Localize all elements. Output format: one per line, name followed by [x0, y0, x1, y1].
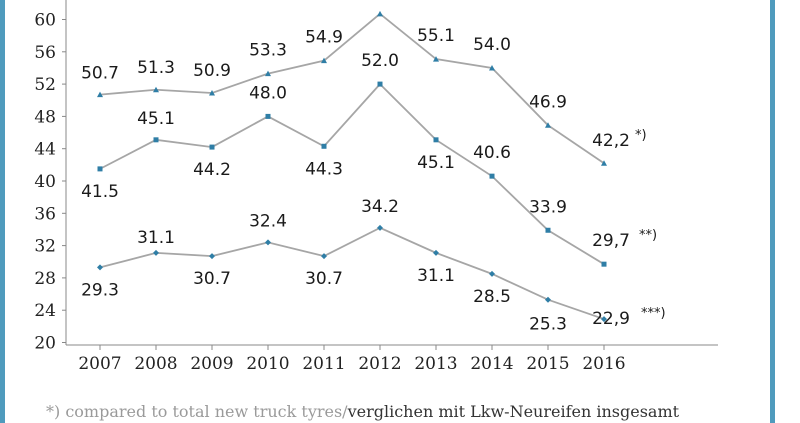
y-tick-label: 44	[34, 140, 56, 160]
data-point	[209, 253, 215, 260]
footnote-mark: **)	[639, 228, 657, 243]
data-label: 48.0	[249, 83, 287, 103]
data-point	[377, 81, 383, 87]
data-label: 40.6	[473, 143, 511, 163]
footnote-german: verglichen mit Lkw-Neureifen insgesamt	[347, 402, 680, 421]
x-tick-label: 2008	[134, 354, 177, 374]
x-tick-label: 2014	[470, 354, 513, 374]
data-label: 31.1	[137, 228, 175, 248]
data-point	[153, 137, 159, 143]
series-line	[99, 226, 605, 320]
data-label: 60.7	[361, 0, 399, 2]
data-label: 31.1	[417, 266, 455, 286]
data-point	[489, 270, 495, 277]
data-label: 42,2	[592, 131, 630, 151]
data-label: 44.3	[305, 159, 343, 179]
data-label: 41.5	[81, 182, 119, 202]
data-point	[321, 143, 327, 149]
data-point	[97, 264, 103, 271]
series-line	[99, 82, 605, 265]
data-label: 25.3	[529, 315, 567, 335]
data-point	[321, 57, 327, 64]
data-label: 29,7	[592, 231, 630, 251]
data-labels: 50.7 51.3 50.9 53.3 54.9 60.7 55.1 54.0 46.9 42,2…	[81, 0, 666, 335]
footnote-mark: ***)	[641, 306, 666, 321]
frame-left-border	[0, 0, 5, 423]
y-tick-label: 40	[34, 172, 56, 192]
data-point	[489, 64, 495, 71]
data-label: 52.0	[361, 51, 399, 71]
x-tick-label: 2012	[358, 354, 401, 374]
data-point	[545, 227, 551, 233]
series-line	[99, 12, 605, 164]
data-point	[489, 173, 495, 179]
frame-right-border	[770, 0, 775, 423]
data-label: 30.7	[193, 269, 231, 289]
data-point	[209, 144, 215, 150]
x-tick-label: 2009	[190, 354, 233, 374]
data-point	[209, 89, 215, 96]
footnote-english: *) compared to total new truck tyres/	[46, 402, 348, 421]
data-label: 45.1	[417, 153, 455, 173]
x-tick-label: 2007	[78, 354, 121, 374]
x-tick-label: 2016	[582, 354, 625, 374]
data-label: 33.9	[529, 197, 567, 217]
data-label: 50.9	[193, 61, 231, 81]
data-point	[97, 91, 103, 98]
data-label: 44.2	[193, 160, 231, 180]
data-point	[265, 70, 271, 77]
data-point	[601, 160, 607, 166]
data-label: 34.2	[361, 197, 399, 217]
x-tick-label: 2015	[526, 354, 569, 374]
x-tick-label: 2013	[414, 354, 457, 374]
footnote-mark: *)	[635, 128, 647, 143]
data-label: 55.1	[417, 26, 455, 46]
data-label: 54.0	[473, 35, 511, 55]
y-tick-label: 32	[34, 237, 56, 257]
chart-axes: 20 24 28 32 36 40 44 48 52 56 60 2007 2008 2009 2010 20…	[34, 0, 718, 374]
data-point	[601, 316, 607, 323]
data-point	[545, 122, 551, 128]
data-label: 46.9	[529, 92, 567, 112]
data-point	[97, 166, 103, 172]
data-label: 29.3	[81, 280, 119, 300]
data-point	[433, 249, 439, 256]
footnote: *) compared to total new truck tyres/ver…	[46, 402, 786, 421]
data-point	[153, 249, 159, 256]
y-tick-label: 60	[34, 11, 56, 31]
y-tick-label: 24	[34, 301, 56, 321]
y-tick-label: 28	[34, 269, 56, 289]
series-lines	[99, 12, 605, 320]
x-tick-label: 2011	[302, 354, 345, 374]
data-point	[601, 261, 607, 267]
data-label: 22,9	[592, 309, 630, 329]
data-point	[433, 56, 439, 62]
data-label: 30.7	[305, 269, 343, 289]
y-tick-label: 48	[34, 107, 56, 127]
y-tick-label: 36	[34, 204, 56, 224]
series-markers	[97, 10, 607, 323]
data-point	[321, 253, 327, 260]
x-tick-label: 2010	[246, 354, 289, 374]
data-point	[265, 113, 271, 119]
data-label: 54.9	[305, 28, 343, 48]
data-point	[433, 137, 439, 143]
data-point	[153, 86, 159, 93]
data-label: 50.7	[81, 64, 119, 84]
y-tick-label: 56	[34, 43, 56, 63]
y-tick-label: 52	[34, 75, 56, 95]
data-point	[377, 10, 383, 17]
y-tick-label: 20	[34, 334, 56, 354]
data-label: 53.3	[249, 41, 287, 61]
data-label: 45.1	[137, 109, 175, 129]
data-label: 28.5	[473, 287, 511, 307]
data-point	[545, 296, 551, 303]
line-chart: 20 24 28 32 36 40 44 48 52 56 60 2007 2008 2009 2010 20…	[34, 0, 718, 374]
data-label: 32.4	[249, 211, 287, 231]
data-label: 51.3	[137, 58, 175, 78]
data-point	[377, 224, 383, 231]
data-point	[265, 239, 271, 246]
